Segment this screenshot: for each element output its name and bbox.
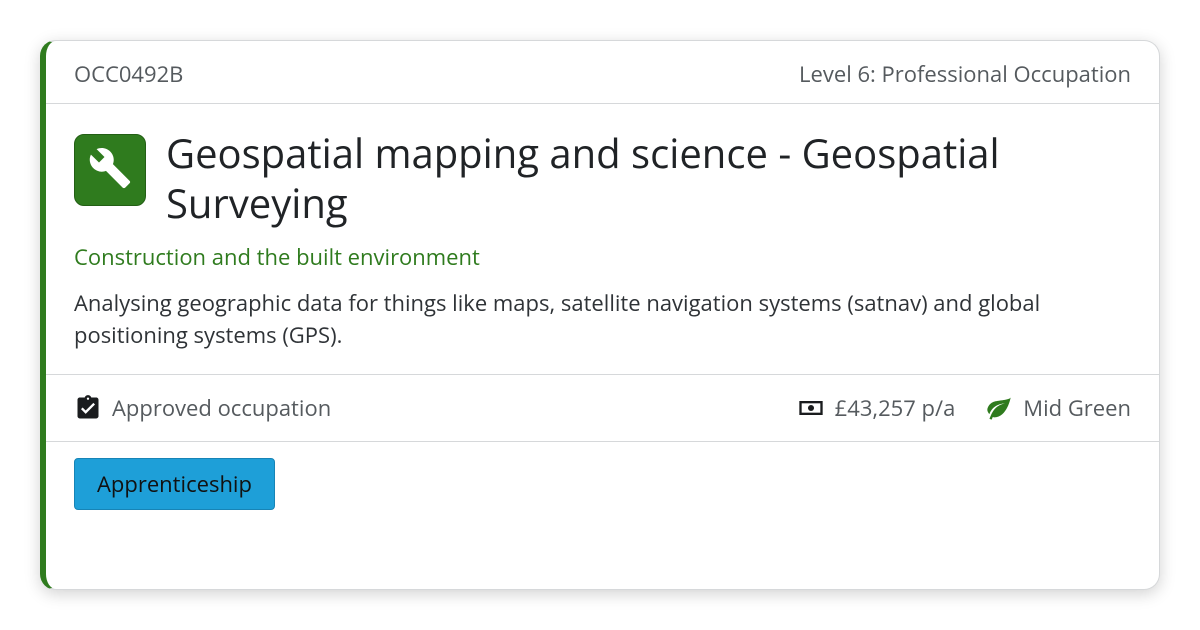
occupation-level: Level 6: Professional Occupation	[799, 59, 1131, 89]
leaf-icon	[985, 394, 1013, 422]
occupation-description: Analysing geographic data for things lik…	[74, 288, 1131, 352]
green-item: Mid Green	[985, 393, 1131, 423]
meta-left: Approved occupation	[74, 393, 785, 423]
header-row: OCC0492B Level 6: Professional Occupatio…	[46, 41, 1159, 104]
salary-text: £43,257 p/a	[835, 393, 956, 423]
body-section: Geospatial mapping and science - Geospat…	[46, 104, 1159, 375]
clipboard-check-icon	[74, 394, 102, 422]
status-text: Approved occupation	[112, 393, 331, 423]
occupation-code: OCC0492B	[74, 59, 183, 89]
green-text: Mid Green	[1023, 393, 1131, 423]
meta-right: £43,257 p/a Mid Green	[797, 393, 1131, 423]
tools-icon	[88, 146, 132, 195]
salary-item: £43,257 p/a	[797, 393, 956, 423]
apprenticeship-button[interactable]: Apprenticeship	[74, 458, 275, 510]
category-icon-box	[74, 134, 146, 206]
occupation-title: Geospatial mapping and science - Geospat…	[166, 128, 1131, 228]
title-row: Geospatial mapping and science - Geospat…	[74, 128, 1131, 228]
occupation-card: OCC0492B Level 6: Professional Occupatio…	[40, 40, 1160, 590]
money-icon	[797, 394, 825, 422]
category-label: Construction and the built environment	[74, 242, 1131, 272]
meta-row: Approved occupation £43,257 p/a Mid Gree…	[46, 375, 1159, 442]
status-item: Approved occupation	[74, 393, 331, 423]
action-row: Apprenticeship	[46, 442, 1159, 530]
